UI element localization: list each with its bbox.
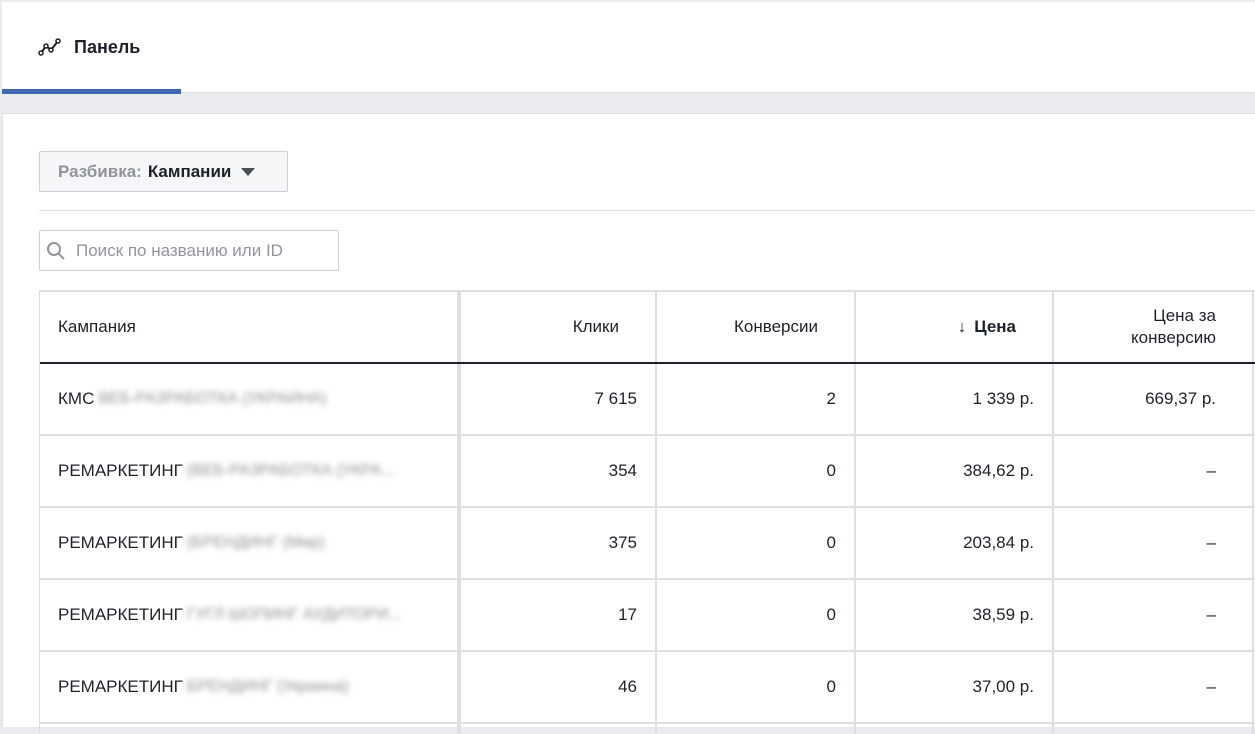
column-header-conversions[interactable]: Конверсии xyxy=(657,292,856,362)
campaign-name-redacted: ВЕБ-РАЗРАБОТКА (УКРАИНА) xyxy=(98,390,327,407)
search-box[interactable] xyxy=(39,230,339,271)
cost-per-conversion-cell: – xyxy=(1054,652,1254,722)
cost-per-conversion-cell: 669,37 р. xyxy=(1054,364,1254,434)
table-row[interactable]: РЕМАРКЕТИНГ БРЕНДИНГ (Украина) 46 0 37,0… xyxy=(40,652,1255,724)
empty-cell xyxy=(461,724,657,734)
column-header-price-label: Цена xyxy=(974,317,1016,336)
table-header: Кампания Клики Конверсии ↓ Цена Цена за … xyxy=(40,292,1255,364)
trend-line-icon xyxy=(38,36,62,60)
campaign-name: РЕМАРКЕТИНГ xyxy=(58,533,183,552)
campaign-name-cell: РЕМАРКЕТИНГ (БРЕНДИНГ (Мир) xyxy=(40,508,461,578)
active-tab-indicator xyxy=(2,89,181,94)
price-cell: 38,59 р. xyxy=(856,580,1054,650)
table-row[interactable]: РЕМАРКЕТИНГ ГУГЛ ШОПИНГ АУДИТОРИ... 17 0… xyxy=(40,580,1255,652)
campaign-name-redacted: (БРЕНДИНГ (Мир) xyxy=(186,534,325,551)
campaign-name: РЕМАРКЕТИНГ xyxy=(58,461,183,480)
top-tab-bar: Панель xyxy=(2,2,1255,94)
campaign-table: Кампания Клики Конверсии ↓ Цена Цена за … xyxy=(39,290,1255,734)
column-header-cost-per-conversion[interactable]: Цена за конверсию xyxy=(1054,292,1254,362)
table-row[interactable]: РЕМАРКЕТИНГ (ВЕБ-РАЗРАБОТКА (УКРА... 354… xyxy=(40,436,1255,508)
caret-down-icon xyxy=(241,167,256,176)
campaign-name-redacted: БРЕНДИНГ (Украина) xyxy=(186,678,349,695)
campaign-name-cell: КМС ВЕБ-РАЗРАБОТКА (УКРАИНА) xyxy=(40,364,461,434)
campaign-name: КМС xyxy=(58,389,95,408)
clicks-cell: 375 xyxy=(461,508,657,578)
campaign-name-cell: РЕМАРКЕТИНГ ГУГЛ ШОПИНГ АУДИТОРИ... xyxy=(40,580,461,650)
empty-cell xyxy=(1054,724,1254,734)
conversions-cell: 0 xyxy=(657,436,856,506)
breakdown-label: Разбивка: xyxy=(58,161,142,181)
cost-per-conversion-cell: – xyxy=(1054,436,1254,506)
column-header-clicks[interactable]: Клики xyxy=(461,292,657,362)
tab-label: Панель xyxy=(74,37,141,57)
clicks-cell: 7 615 xyxy=(461,364,657,434)
price-cell: 1 339 р. xyxy=(856,364,1054,434)
conversions-cell: 0 xyxy=(657,580,856,650)
conversions-cell: 2 xyxy=(657,364,856,434)
campaign-name: РЕМАРКЕТИНГ xyxy=(58,605,183,624)
empty-cell xyxy=(657,724,856,734)
price-cell: 37,00 р. xyxy=(856,652,1054,722)
table-row[interactable]: КМС ВЕБ-РАЗРАБОТКА (УКРАИНА) 7 615 2 1 3… xyxy=(40,364,1255,436)
empty-cell xyxy=(40,724,461,734)
tab-dashboard[interactable]: Панель xyxy=(2,2,181,94)
column-header-price[interactable]: ↓ Цена xyxy=(856,292,1054,362)
conversions-cell: 0 xyxy=(657,508,856,578)
main-panel: Разбивка: Кампании Кампания Клики Конвер… xyxy=(2,113,1255,734)
clicks-cell: 17 xyxy=(461,580,657,650)
campaign-name: РЕМАРКЕТИНГ xyxy=(58,677,183,696)
search-input[interactable] xyxy=(76,240,316,261)
price-cell: 384,62 р. xyxy=(856,436,1054,506)
conversions-cell: 0 xyxy=(657,652,856,722)
table-row-partial xyxy=(40,724,1255,734)
empty-cell xyxy=(856,724,1054,734)
clicks-cell: 46 xyxy=(461,652,657,722)
search-icon xyxy=(46,241,66,261)
campaign-name-cell: РЕМАРКЕТИНГ (ВЕБ-РАЗРАБОТКА (УКРА... xyxy=(40,436,461,506)
campaign-name-cell: РЕМАРКЕТИНГ БРЕНДИНГ (Украина) xyxy=(40,652,461,722)
cost-per-conversion-cell: – xyxy=(1054,508,1254,578)
price-cell: 203,84 р. xyxy=(856,508,1054,578)
clicks-cell: 354 xyxy=(461,436,657,506)
cost-per-conversion-cell: – xyxy=(1054,580,1254,650)
campaign-name-redacted: ГУГЛ ШОПИНГ АУДИТОРИ... xyxy=(186,606,402,623)
breakdown-value: Кампании xyxy=(147,161,232,181)
column-header-campaign[interactable]: Кампания xyxy=(40,292,461,362)
breakdown-dropdown[interactable]: Разбивка: Кампании xyxy=(39,151,288,192)
arrow-down-icon: ↓ xyxy=(957,317,967,336)
divider xyxy=(39,210,1255,211)
table-row[interactable]: РЕМАРКЕТИНГ (БРЕНДИНГ (Мир) 375 0 203,84… xyxy=(40,508,1255,580)
campaign-name-redacted: (ВЕБ-РАЗРАБОТКА (УКРА... xyxy=(186,462,395,479)
